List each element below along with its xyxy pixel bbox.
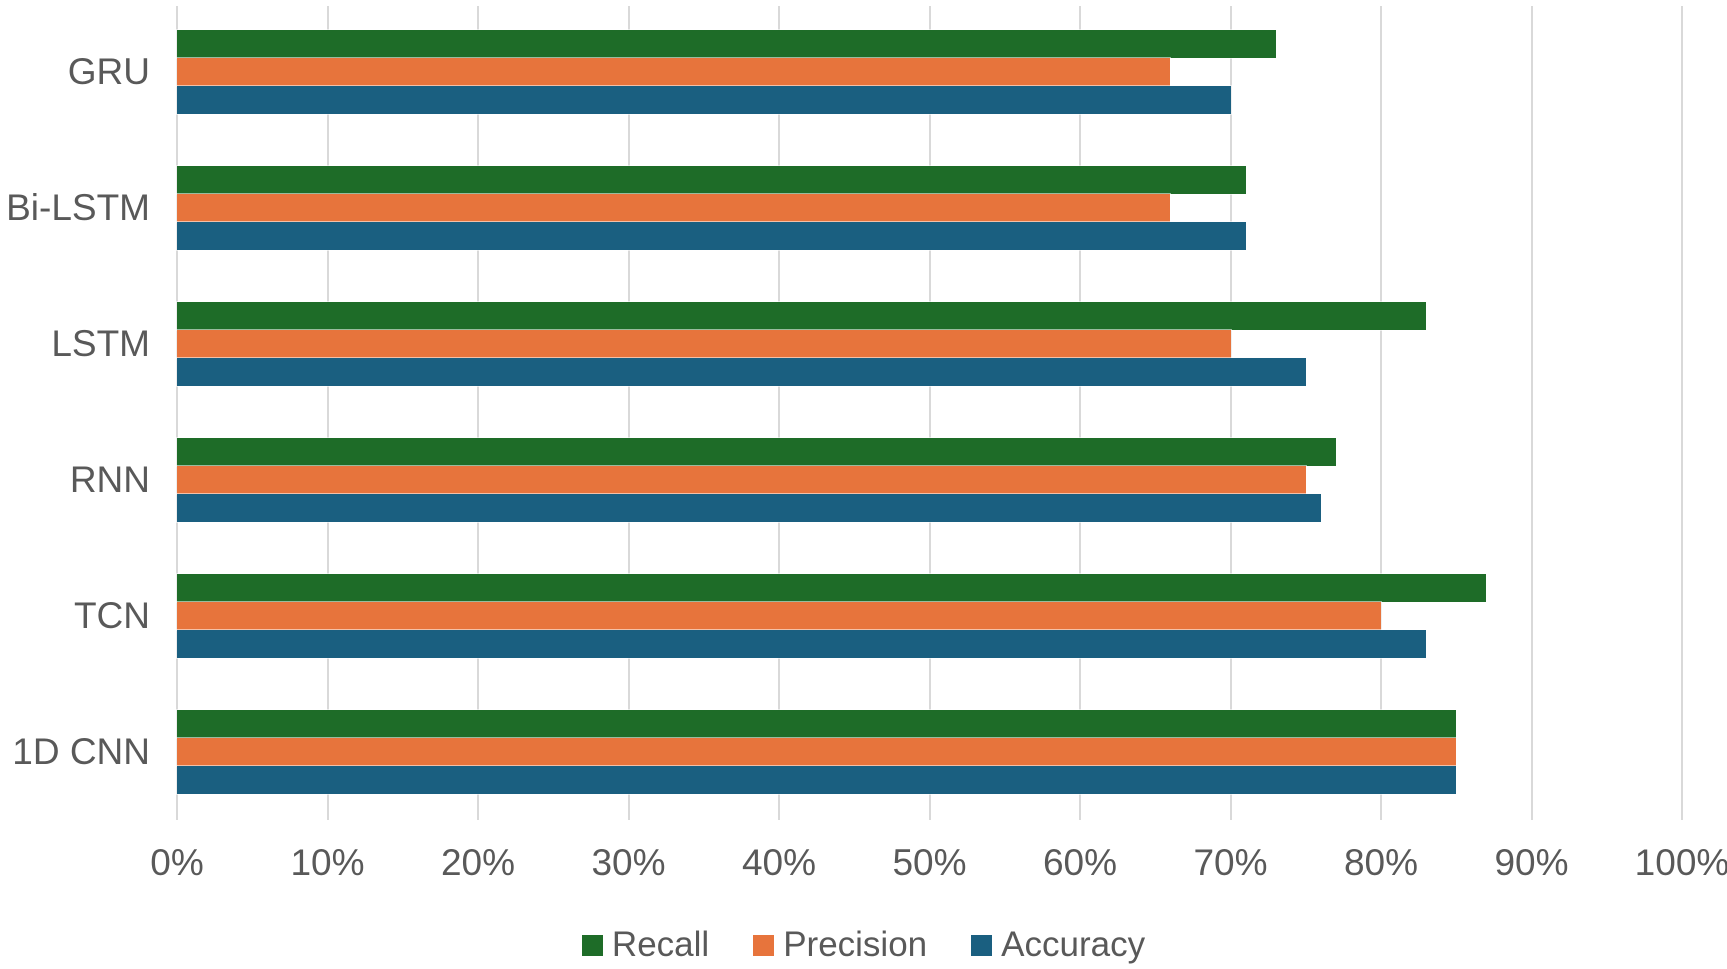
gridline-60 xyxy=(1079,6,1081,794)
x-tick-0 xyxy=(176,794,178,820)
bar-gru-recall xyxy=(177,30,1276,58)
category-label-rnn: RNN xyxy=(69,459,150,500)
bar-bi-lstm-recall xyxy=(177,166,1246,194)
chart-legend: Recall Precision Accuracy xyxy=(0,922,1727,968)
bar-gru-precision xyxy=(177,58,1171,86)
bar-1d-cnn-recall xyxy=(177,710,1457,738)
x-axis-label-0: 0% xyxy=(150,842,204,883)
gridline-50 xyxy=(928,6,931,794)
legend-item-accuracy: Accuracy xyxy=(971,925,1145,965)
x-tick-50 xyxy=(928,794,931,820)
x-tick-100 xyxy=(1681,794,1683,820)
x-tick-40 xyxy=(778,794,780,820)
x-axis-label-100: 100% xyxy=(1634,842,1727,883)
gridline-80 xyxy=(1380,6,1382,794)
legend-swatch-accuracy xyxy=(971,934,993,956)
gridline-10 xyxy=(326,6,329,794)
bar-rnn-recall xyxy=(177,438,1336,466)
bar-tcn-precision xyxy=(177,602,1381,630)
legend-label-recall: Recall xyxy=(611,925,710,964)
x-axis-label-60: 60% xyxy=(1042,842,1118,883)
x-tick-60 xyxy=(1079,794,1081,820)
gridline-20 xyxy=(477,6,479,794)
legend-label-precision: Precision xyxy=(783,925,928,964)
gridline-90 xyxy=(1530,6,1533,794)
category-label-1d-cnn: 1D CNN xyxy=(12,731,150,772)
bar-tcn-accuracy xyxy=(177,630,1427,658)
bar-lstm-recall xyxy=(177,302,1427,330)
legend-swatch-recall xyxy=(581,934,603,956)
category-label-lstm: LSTM xyxy=(51,323,150,364)
x-axis-label-10: 10% xyxy=(290,842,365,883)
legend-label-accuracy: Accuracy xyxy=(1001,925,1146,964)
x-axis-label-50: 50% xyxy=(892,842,967,883)
bar-rnn-precision xyxy=(177,466,1306,494)
category-label-bi-lstm: Bi-LSTM xyxy=(6,187,150,228)
bar-lstm-precision xyxy=(177,330,1231,358)
bar-1d-cnn-precision xyxy=(177,738,1457,766)
x-tick-80 xyxy=(1380,794,1382,820)
x-tick-20 xyxy=(477,794,479,820)
bar-bi-lstm-precision xyxy=(177,194,1171,222)
x-axis-label-30: 30% xyxy=(591,842,666,883)
legend-item-recall: Recall xyxy=(581,925,710,965)
legend-item-precision: Precision xyxy=(753,925,927,965)
x-axis-label-90: 90% xyxy=(1494,842,1569,883)
bar-1d-cnn-accuracy xyxy=(177,766,1457,794)
x-axis-label-40: 40% xyxy=(741,842,817,883)
gridline-0 xyxy=(176,6,178,794)
bar-gru-accuracy xyxy=(177,86,1231,114)
category-label-gru: GRU xyxy=(67,51,150,92)
x-tick-30 xyxy=(627,794,630,820)
legend-swatch-precision xyxy=(753,934,775,956)
gridline-30 xyxy=(627,6,630,794)
gridline-100 xyxy=(1681,6,1683,794)
bar-tcn-recall xyxy=(177,574,1487,602)
x-axis-label-80: 80% xyxy=(1343,842,1419,883)
gridline-40 xyxy=(778,6,780,794)
gridline-70 xyxy=(1229,6,1232,794)
x-axis-label-70: 70% xyxy=(1193,842,1268,883)
bar-lstm-accuracy xyxy=(177,358,1306,386)
bar-rnn-accuracy xyxy=(177,494,1321,522)
x-tick-70 xyxy=(1229,794,1232,820)
bar-bi-lstm-accuracy xyxy=(177,222,1246,250)
category-label-tcn: TCN xyxy=(73,595,150,636)
x-axis-label-20: 20% xyxy=(440,842,516,883)
x-tick-10 xyxy=(326,794,329,820)
x-tick-90 xyxy=(1530,794,1533,820)
